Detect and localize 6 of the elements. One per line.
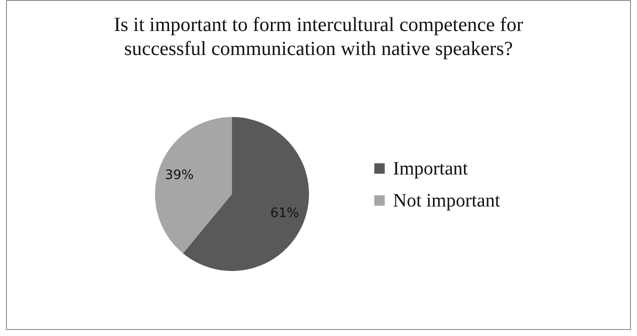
legend-label: Important — [393, 158, 469, 180]
chart-title: Is it important to form intercultural competence for successful communication with native speakers? — [114, 14, 524, 60]
data-label: 61% — [270, 206, 300, 221]
pie-slice — [155, 117, 232, 254]
data-label: 39% — [164, 168, 194, 184]
legend-label: Not important — [393, 190, 501, 212]
